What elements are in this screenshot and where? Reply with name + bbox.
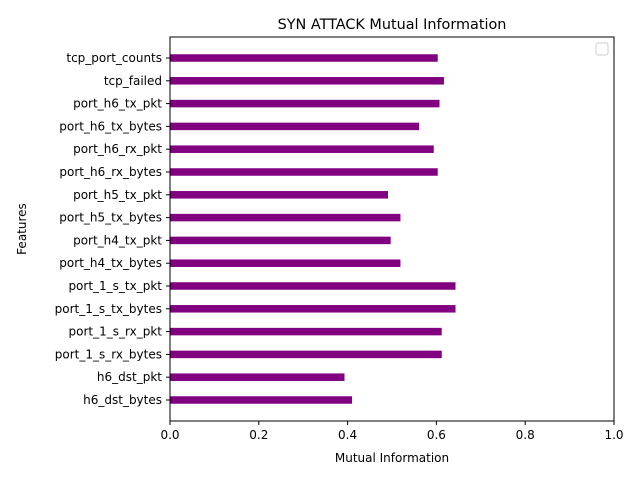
x-axis-label: Mutual Information: [335, 451, 449, 465]
x-tick-label: 0.2: [249, 428, 268, 442]
bar-port_h4_tx_bytes: [170, 259, 401, 267]
bar-port_1_s_rx_bytes: [170, 350, 442, 359]
y-tick-label: port_h4_tx_pkt: [73, 233, 162, 247]
bar-port_1_s_tx_bytes: [170, 305, 456, 313]
bar-port_1_s_rx_pkt: [170, 327, 442, 336]
y-tick-label: port_h5_tx_bytes: [59, 211, 162, 225]
plot-area: tcp_port_counts tcp_failed port_h6_tx_pktp…: [55, 51, 624, 442]
y-tick-label: h6_dst_bytes: [83, 393, 162, 407]
bar-port_1_s_tx_pkt: [170, 282, 456, 290]
bar-tcp_failed: [170, 77, 444, 85]
y-tick-label: port_1_s_tx_bytes: [55, 302, 162, 316]
bar-port_h6_rx_bytes: [170, 168, 438, 176]
bar-port_h5_tx_pkt: [170, 191, 389, 199]
plot-frame: [169, 36, 615, 422]
bar-port_h6_rx_pkt: [170, 145, 434, 153]
chart-title: SYN ATTACK Mutual Information: [278, 17, 507, 33]
y-tick-label: port_h6_rx_bytes: [59, 165, 162, 179]
y-tick-label: port_h6_tx_bytes: [59, 119, 162, 133]
bar-port_h6_tx_pkt: [170, 99, 440, 108]
legend-box: [595, 42, 609, 56]
y-tick-label: port_h5_tx_pkt: [73, 188, 162, 202]
bar-h6_dst_pkt: [170, 373, 345, 381]
bar-tcp_port_counts: [170, 54, 438, 62]
y-tick-label: tcp_failed: [104, 74, 162, 88]
y-tick-label: port_1_s_tx_pkt: [68, 279, 162, 293]
x-tick-label: 1.0: [604, 428, 623, 442]
y-tick-label: port_h6_rx_pkt: [73, 142, 162, 156]
x-tick-label: 0.6: [427, 428, 446, 442]
y-axis-label: Features: [15, 203, 29, 255]
y-tick-label: tcp_port_counts: [66, 51, 162, 65]
y-tick-label: port_1_s_rx_bytes: [55, 347, 162, 361]
bar-port_h6_tx_bytes: [170, 122, 420, 131]
x-tick-label: 0.0: [160, 428, 179, 442]
x-tick-label: 0.8: [516, 428, 535, 442]
y-tick-label: port_1_s_rx_pkt: [69, 325, 163, 339]
y-tick-label: port_h4_tx_bytes: [59, 256, 162, 270]
x-tick-label: 0.4: [338, 428, 357, 442]
y-tick-label: port_h6_tx_pkt: [73, 97, 162, 111]
y-tick-label: h6_dst_pkt: [97, 370, 162, 384]
bar-port_h4_tx_pkt: [170, 236, 391, 245]
bar-h6_dst_bytes: [170, 396, 353, 404]
bar-port_h5_tx_bytes: [170, 213, 401, 222]
